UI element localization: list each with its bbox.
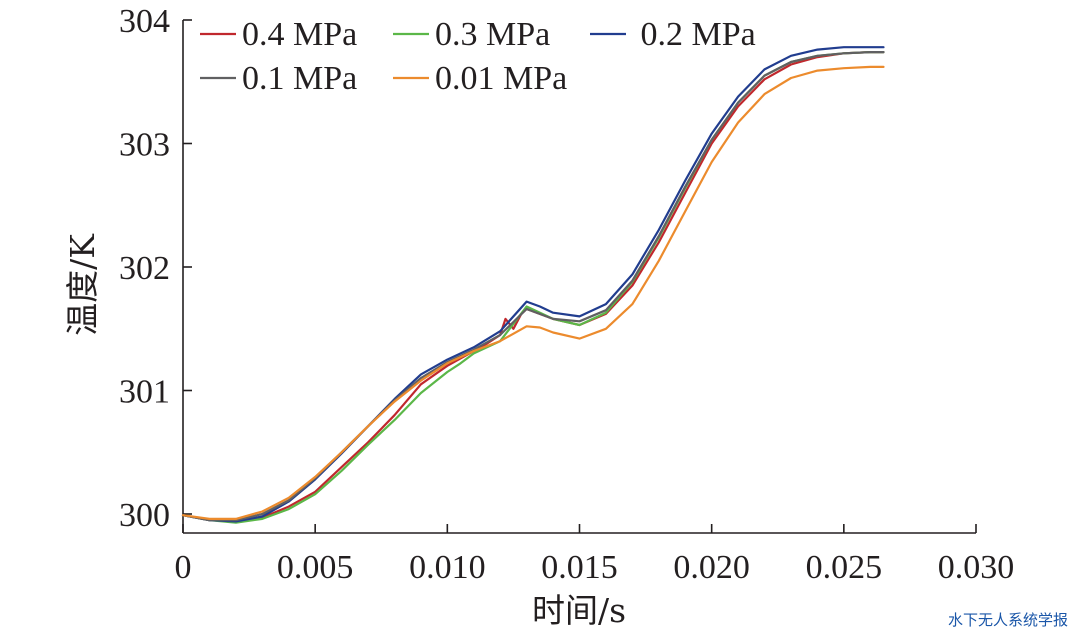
series-line-0-3-mpa (181, 50, 885, 524)
y-axis-title: 温度/K (63, 233, 102, 336)
x-tick-label: 0.010 (409, 549, 486, 586)
x-tick-label: 0.030 (938, 549, 1015, 586)
y-tick-label: 302 (119, 250, 170, 287)
x-tick-label: 0 (175, 549, 192, 586)
y-tick-label: 300 (119, 497, 170, 534)
y-tick-label: 303 (119, 127, 170, 164)
series-line-0-1-mpa (181, 50, 885, 522)
axes: 0 0.005 0.010 0.015 0.020 0.025 0.030 300 301 302… (119, 3, 1014, 586)
y-tick-label: 304 (119, 3, 170, 40)
legend-label-0-2-mpa: 0.2 MPa (632, 16, 756, 53)
legend-label-0-4-mpa: 0.4 MPa (242, 16, 357, 53)
legend-label-0-01-mpa: 0.01 MPa (435, 60, 567, 97)
series-group (181, 46, 885, 524)
y-tick-label: 301 (119, 374, 170, 411)
x-tick-label: 0.005 (277, 549, 354, 586)
series-line-0-01-mpa (181, 65, 885, 521)
legend: 0.4 MPa 0.3 MPa 0.2 MPa 0.1 MPa 0.01 MPa (200, 16, 756, 97)
x-tick-label: 0.015 (541, 549, 618, 586)
series-line-0-2-mpa (181, 46, 885, 523)
series-line-0-4-mpa (181, 50, 885, 523)
legend-label-0-1-mpa: 0.1 MPa (242, 60, 357, 97)
x-tick-label: 0.020 (673, 549, 750, 586)
x-axis-title: 时间/s (532, 591, 626, 630)
legend-label-0-3-mpa: 0.3 MPa (435, 16, 550, 53)
x-tick-label: 0.025 (806, 549, 883, 586)
journal-watermark: 水下无人系统学报 (947, 611, 1068, 629)
